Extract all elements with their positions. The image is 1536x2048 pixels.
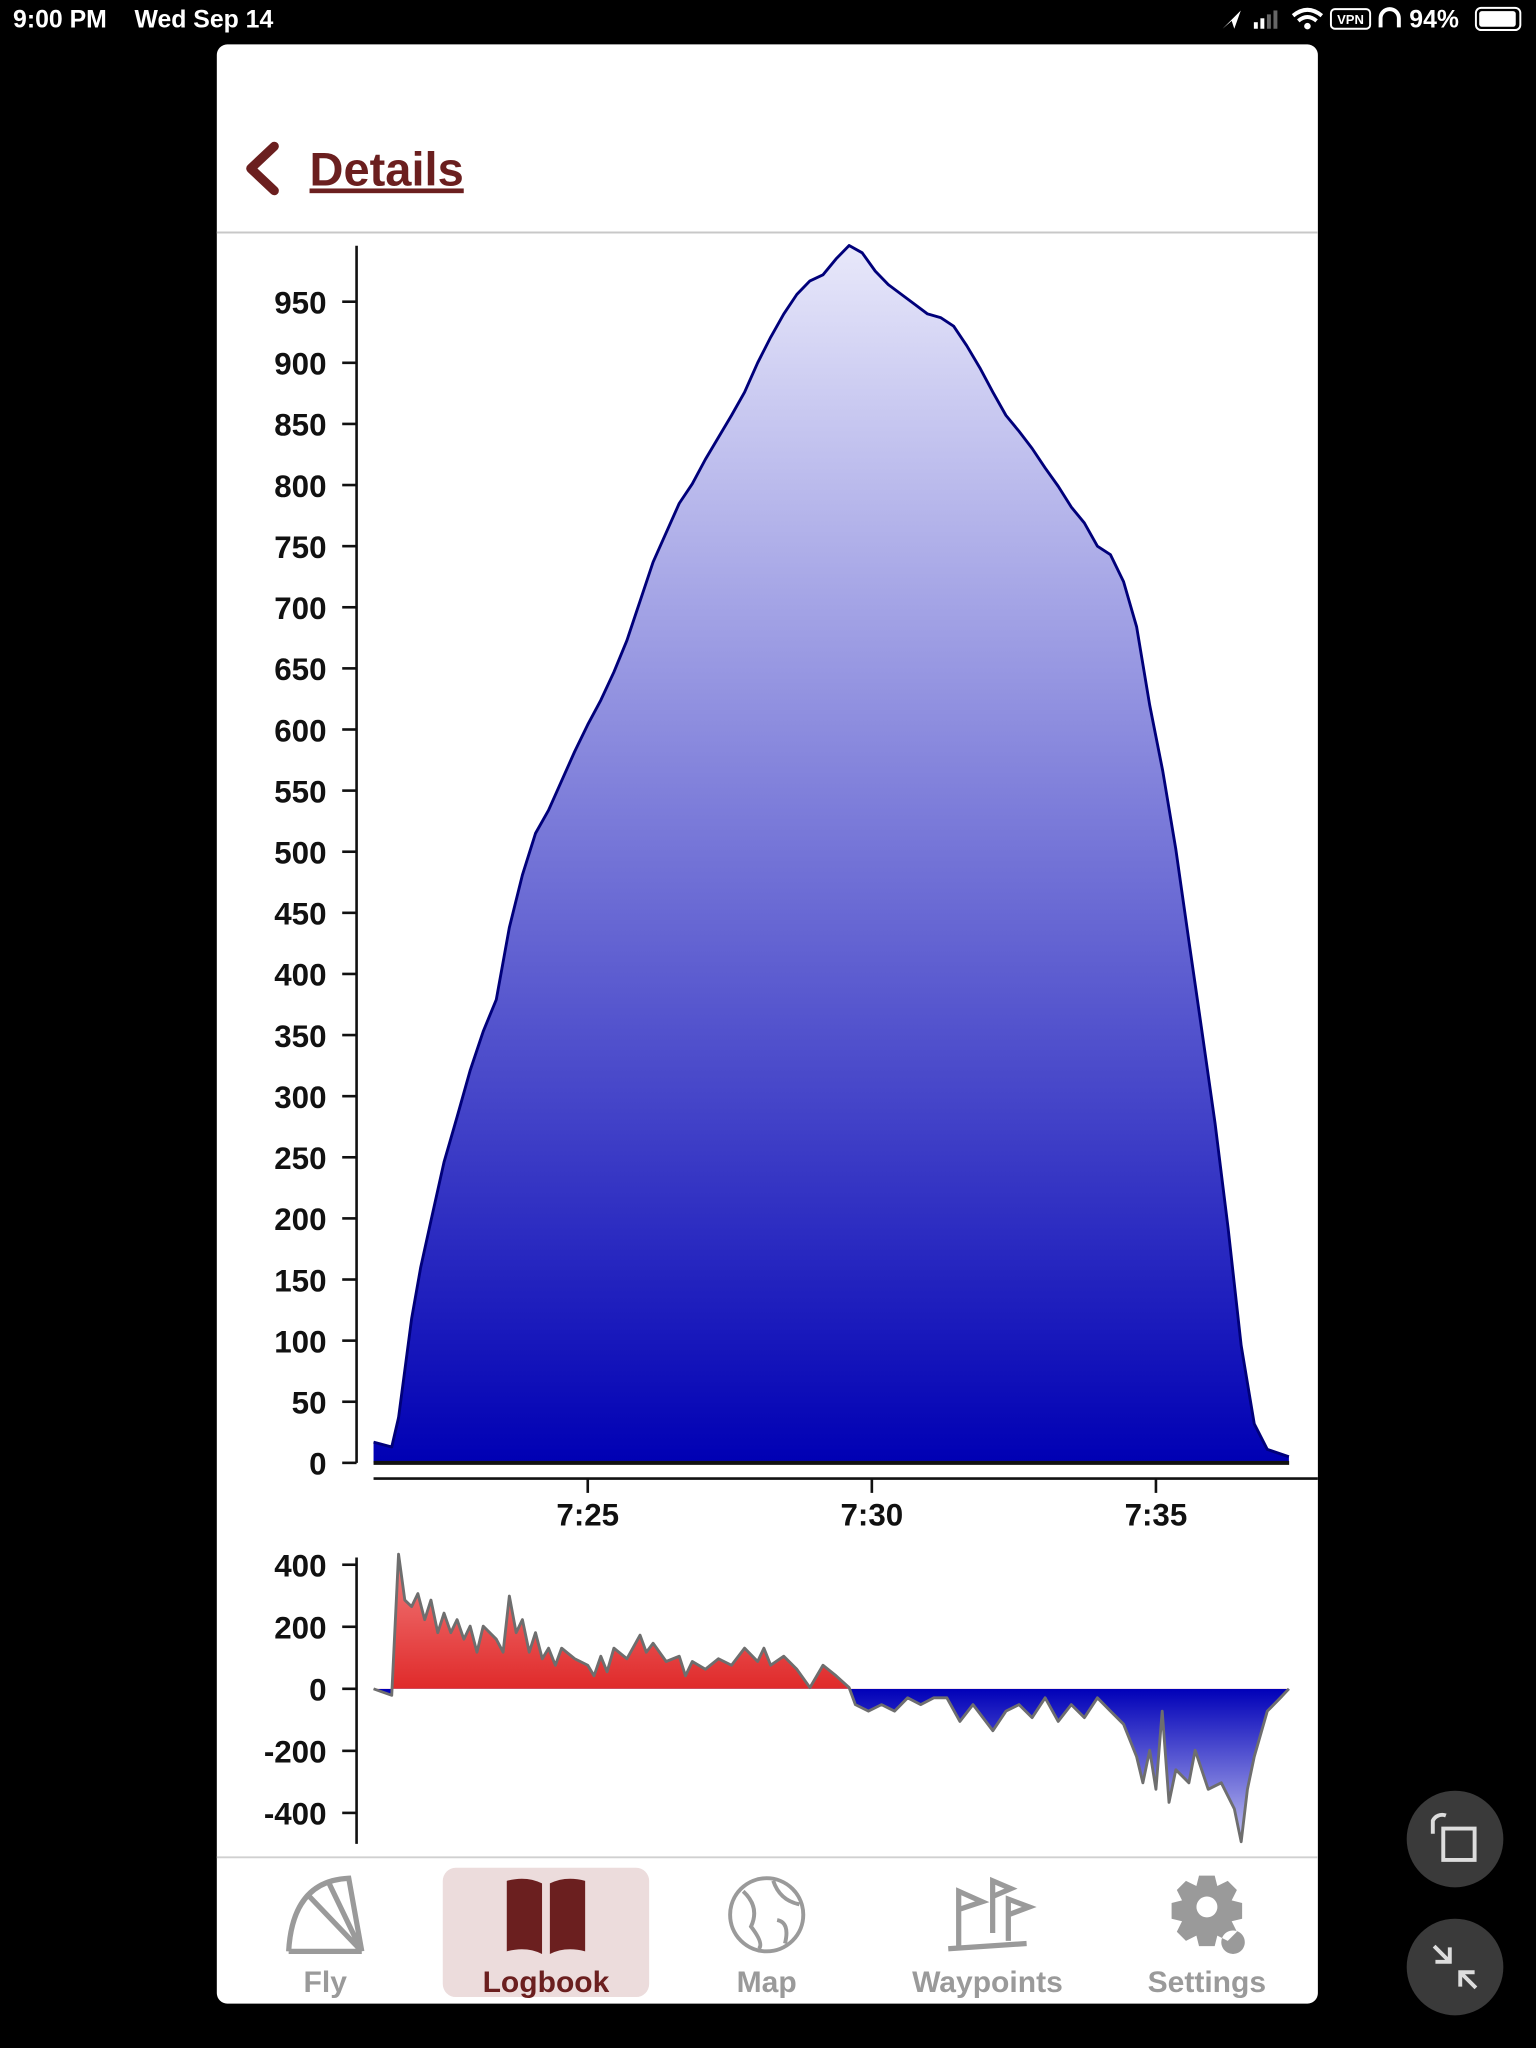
tab-icon xyxy=(948,1876,1037,1952)
location-icon xyxy=(1222,10,1241,29)
back-button[interactable] xyxy=(246,141,279,196)
line xyxy=(373,1552,1290,1844)
y-tick-label: -400 xyxy=(264,1797,327,1832)
rotate-icon xyxy=(1430,1812,1477,1862)
y-tick-label: 700 xyxy=(274,591,326,626)
tab-icon xyxy=(728,1876,806,1954)
y-tick-label: 400 xyxy=(274,1548,326,1583)
battery-percent: 94% xyxy=(1409,6,1459,33)
tab-label[interactable]: Logbook xyxy=(483,1966,610,1999)
line xyxy=(373,244,1290,1459)
signal-icon xyxy=(1253,10,1278,29)
y-tick-label: -200 xyxy=(264,1735,327,1770)
y-tick-label: 500 xyxy=(274,835,326,870)
area xyxy=(373,245,1289,1463)
tab-bar: Fly Logbook Map Waypoints Settings xyxy=(286,1867,1266,1999)
y-tick-label: 0 xyxy=(309,1673,326,1708)
y-tick-label: 200 xyxy=(274,1202,326,1237)
minimize-icon xyxy=(1432,1944,1478,1990)
vpn-label: VPN xyxy=(1337,12,1364,27)
y-tick-label: 400 xyxy=(274,958,326,993)
y-tick-label: 950 xyxy=(274,285,326,320)
headphones-icon xyxy=(1378,7,1401,28)
x-tick-label: 7:30 xyxy=(840,1498,903,1533)
y-tick-label: 550 xyxy=(274,774,326,809)
tab-icon xyxy=(1171,1875,1245,1954)
y-tick-label: 350 xyxy=(274,1019,326,1054)
y-tick-label: 450 xyxy=(274,897,326,932)
tab-highlight xyxy=(442,1867,650,1998)
y-tick-label: 50 xyxy=(292,1385,327,1420)
tab-icon xyxy=(506,1878,586,1954)
y-tick-label: 250 xyxy=(274,1141,326,1176)
y-tick-label: 300 xyxy=(274,1080,326,1115)
tab-label[interactable]: Map xyxy=(737,1966,797,1999)
y-tick-label: 0 xyxy=(309,1447,326,1482)
tab-icon xyxy=(286,1875,365,1954)
tab-label[interactable]: Waypoints xyxy=(912,1966,1063,1999)
rotate-button[interactable] xyxy=(1406,1790,1504,1888)
tab-label[interactable]: Settings xyxy=(1148,1966,1266,1999)
charts: 0 50 100 150 200 250 300 350 400 450 500 550 600 650 7… xyxy=(264,244,1318,1844)
y-tick-label: 850 xyxy=(274,408,326,443)
chart: 0 50 100 150 200 250 300 350 400 450 500 550 600 650 7… xyxy=(274,244,1318,1533)
battery-level xyxy=(1479,11,1516,27)
wifi-dot xyxy=(1304,22,1311,30)
y-tick-label: 100 xyxy=(274,1324,326,1359)
tab-label[interactable]: Fly xyxy=(304,1966,348,1999)
area-negative xyxy=(373,1688,1289,1842)
vpn-box xyxy=(1329,8,1372,30)
y-tick-label: 650 xyxy=(274,652,326,687)
area-positive xyxy=(373,1554,1289,1689)
status-time: 9:00 PM xyxy=(13,6,107,33)
y-tick-label: 600 xyxy=(274,713,326,748)
status-date: Wed Sep 14 xyxy=(135,6,274,33)
y-tick-label: 750 xyxy=(274,530,326,565)
x-tick-label: 7:35 xyxy=(1125,1498,1188,1533)
y-tick-label: 900 xyxy=(274,347,326,382)
wifi-icon xyxy=(1291,7,1324,23)
battery-frame xyxy=(1474,6,1522,32)
y-tick-label: 800 xyxy=(274,469,326,504)
minimize-button[interactable] xyxy=(1406,1918,1504,2016)
chart: 400 200 0 -200 -400 xyxy=(264,1548,1290,1844)
header-title[interactable]: Details xyxy=(310,142,464,195)
y-tick-label: 150 xyxy=(274,1263,326,1298)
x-tick-label: 7:25 xyxy=(556,1498,619,1533)
y-tick-label: 200 xyxy=(274,1611,326,1646)
